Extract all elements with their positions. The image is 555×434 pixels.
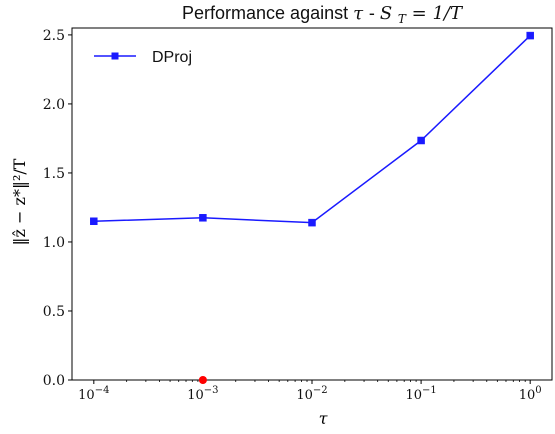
x-tick-label-exponent: −1 bbox=[422, 385, 437, 396]
plot-area bbox=[71, 27, 553, 381]
x-axis-ticks: 10−4 10−3 10−2 10−1 100 bbox=[78, 380, 542, 403]
legend-label-dproj: DProj bbox=[152, 49, 192, 66]
x-tick-label-exponent: −3 bbox=[204, 385, 219, 396]
x-tick-label: 10−3 bbox=[187, 385, 218, 403]
chart-title-suffix: = 1/T bbox=[412, 3, 464, 24]
x-tick-label-base: 10 bbox=[519, 388, 536, 403]
y-tick-label: 0.5 bbox=[43, 304, 65, 320]
plot-frame bbox=[71, 27, 553, 381]
svg-text:Performance against τ: Performance against τ - S T = 1/T bbox=[182, 3, 464, 28]
red-point-marker bbox=[198, 376, 207, 384]
chart-title-S: S bbox=[380, 3, 392, 24]
chart-title-prefix: Performance against bbox=[182, 3, 353, 23]
x-tick-label-exponent: 0 bbox=[535, 385, 541, 396]
chart-title-middle: - bbox=[369, 3, 380, 23]
x-tick-label-base: 10 bbox=[296, 388, 313, 403]
x-tick-label-exponent: −2 bbox=[313, 385, 328, 396]
legend-marker-dproj bbox=[111, 52, 119, 60]
series-point-dproj bbox=[417, 136, 425, 145]
x-tick-label: 10−4 bbox=[78, 385, 109, 403]
x-tick-label-exponent: −4 bbox=[95, 385, 110, 396]
series-point-dproj bbox=[90, 217, 98, 226]
chart-title-tau: τ bbox=[353, 3, 364, 24]
chart-title: Performance against τ - S T = 1/T bbox=[182, 3, 464, 28]
series-point-dproj bbox=[526, 31, 534, 40]
y-tick-label: 0.0 bbox=[43, 373, 65, 389]
x-tick-label: 10−1 bbox=[405, 385, 436, 403]
y-tick-label: 1.0 bbox=[43, 235, 65, 251]
series-layer bbox=[90, 31, 534, 384]
series-point-dproj bbox=[308, 218, 316, 227]
x-tick-label-base: 10 bbox=[78, 388, 95, 403]
y-axis-label: ‖ẑ − z*‖²/T bbox=[10, 158, 29, 245]
y-tick-label: 1.5 bbox=[43, 166, 65, 182]
x-tick-label: 100 bbox=[519, 385, 542, 403]
x-tick-label-base: 10 bbox=[187, 388, 204, 403]
x-axis-label: τ bbox=[319, 409, 329, 428]
y-tick-label: 2.5 bbox=[43, 28, 65, 44]
x-tick-label: 10−2 bbox=[296, 385, 327, 403]
x-tick-label-base: 10 bbox=[405, 388, 422, 403]
chart-title-sub: T bbox=[398, 12, 407, 26]
legend: DProj bbox=[94, 49, 192, 66]
y-axis-ticks: 0.0 0.5 1.0 1.5 2.0 2.5 bbox=[43, 28, 72, 389]
series-point-dproj bbox=[199, 214, 207, 222]
y-tick-label: 2.0 bbox=[43, 97, 65, 113]
